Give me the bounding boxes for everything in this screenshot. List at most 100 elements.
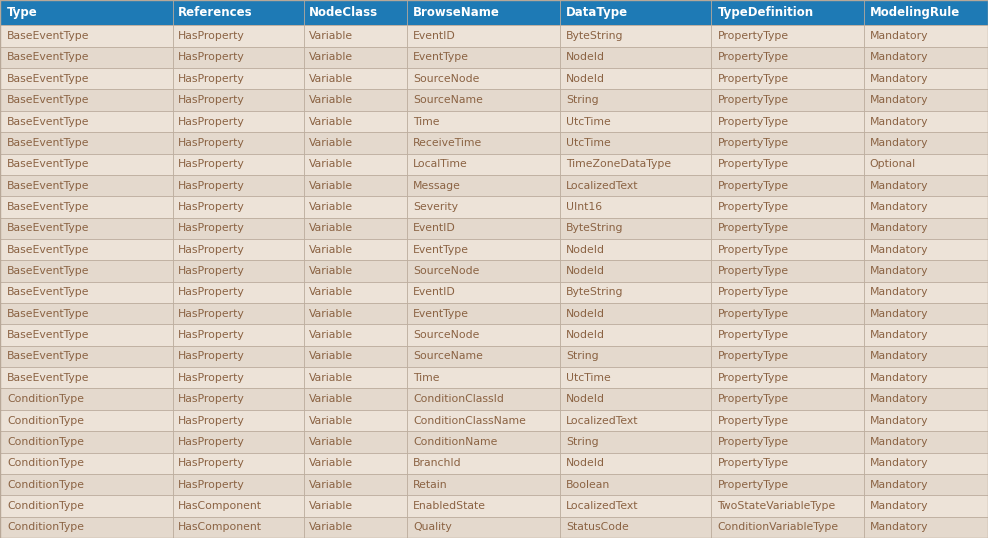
Bar bbox=[864, 324, 988, 346]
Bar bbox=[407, 47, 560, 68]
Bar bbox=[173, 217, 304, 239]
Bar bbox=[407, 0, 560, 25]
Bar bbox=[864, 452, 988, 474]
Bar bbox=[711, 68, 864, 89]
Bar bbox=[711, 153, 864, 175]
Text: PropertyType: PropertyType bbox=[717, 95, 788, 105]
Text: HasProperty: HasProperty bbox=[178, 52, 245, 62]
Text: HasProperty: HasProperty bbox=[178, 415, 245, 426]
Bar bbox=[173, 410, 304, 431]
Bar bbox=[0, 324, 173, 346]
Bar bbox=[0, 431, 173, 452]
Text: BaseEventType: BaseEventType bbox=[7, 330, 90, 340]
Bar bbox=[173, 175, 304, 196]
Bar bbox=[864, 239, 988, 260]
Text: UtcTime: UtcTime bbox=[566, 138, 611, 148]
Text: PropertyType: PropertyType bbox=[717, 245, 788, 254]
Bar bbox=[711, 431, 864, 452]
Bar bbox=[711, 516, 864, 538]
Bar bbox=[304, 431, 407, 452]
Bar bbox=[173, 239, 304, 260]
Text: PropertyType: PropertyType bbox=[717, 117, 788, 126]
Text: HasProperty: HasProperty bbox=[178, 223, 245, 233]
Bar bbox=[407, 175, 560, 196]
Text: BaseEventType: BaseEventType bbox=[7, 245, 90, 254]
Text: EventID: EventID bbox=[413, 31, 455, 41]
Text: SourceNode: SourceNode bbox=[413, 266, 479, 276]
Text: PropertyType: PropertyType bbox=[717, 202, 788, 212]
Text: ConditionClassName: ConditionClassName bbox=[413, 415, 526, 426]
Bar bbox=[711, 25, 864, 47]
Text: Variable: Variable bbox=[308, 501, 353, 511]
Text: HasProperty: HasProperty bbox=[178, 95, 245, 105]
Bar bbox=[864, 0, 988, 25]
Bar bbox=[407, 217, 560, 239]
Text: HasProperty: HasProperty bbox=[178, 394, 245, 404]
Text: ConditionClassId: ConditionClassId bbox=[413, 394, 504, 404]
Bar bbox=[304, 239, 407, 260]
Bar bbox=[407, 452, 560, 474]
Text: BaseEventType: BaseEventType bbox=[7, 74, 90, 84]
Bar bbox=[711, 217, 864, 239]
Text: PropertyType: PropertyType bbox=[717, 309, 788, 318]
Text: TimeZoneDataType: TimeZoneDataType bbox=[566, 159, 672, 169]
Bar bbox=[304, 260, 407, 282]
Bar bbox=[304, 68, 407, 89]
Bar bbox=[864, 25, 988, 47]
Bar bbox=[560, 303, 711, 324]
Text: BaseEventType: BaseEventType bbox=[7, 266, 90, 276]
Bar bbox=[304, 196, 407, 217]
Bar bbox=[304, 346, 407, 367]
Text: PropertyType: PropertyType bbox=[717, 437, 788, 447]
Bar bbox=[304, 282, 407, 303]
Text: BaseEventType: BaseEventType bbox=[7, 351, 90, 362]
Bar bbox=[560, 47, 711, 68]
Bar bbox=[560, 452, 711, 474]
Bar bbox=[560, 324, 711, 346]
Text: PropertyType: PropertyType bbox=[717, 223, 788, 233]
Text: NodeId: NodeId bbox=[566, 245, 606, 254]
Text: UtcTime: UtcTime bbox=[566, 373, 611, 383]
Text: HasComponent: HasComponent bbox=[178, 501, 262, 511]
Bar bbox=[0, 260, 173, 282]
Bar bbox=[407, 153, 560, 175]
Text: NodeId: NodeId bbox=[566, 458, 606, 468]
Text: Variable: Variable bbox=[308, 309, 353, 318]
Text: Variable: Variable bbox=[308, 458, 353, 468]
Text: PropertyType: PropertyType bbox=[717, 351, 788, 362]
Bar bbox=[173, 111, 304, 132]
Text: Time: Time bbox=[413, 373, 440, 383]
Bar bbox=[0, 89, 173, 111]
Bar bbox=[0, 388, 173, 410]
Bar bbox=[407, 303, 560, 324]
Text: ByteString: ByteString bbox=[566, 223, 623, 233]
Text: PropertyType: PropertyType bbox=[717, 415, 788, 426]
Bar bbox=[0, 111, 173, 132]
Text: PropertyType: PropertyType bbox=[717, 52, 788, 62]
Text: HasProperty: HasProperty bbox=[178, 330, 245, 340]
Text: NodeId: NodeId bbox=[566, 309, 606, 318]
Bar bbox=[304, 452, 407, 474]
Bar bbox=[864, 132, 988, 153]
Bar bbox=[864, 175, 988, 196]
Bar bbox=[407, 431, 560, 452]
Text: Variable: Variable bbox=[308, 223, 353, 233]
Bar bbox=[407, 196, 560, 217]
Bar bbox=[864, 367, 988, 388]
Bar bbox=[864, 47, 988, 68]
Text: Variable: Variable bbox=[308, 117, 353, 126]
Text: NodeId: NodeId bbox=[566, 394, 606, 404]
Bar bbox=[0, 132, 173, 153]
Bar bbox=[711, 89, 864, 111]
Text: Variable: Variable bbox=[308, 181, 353, 190]
Text: Variable: Variable bbox=[308, 31, 353, 41]
Text: UInt16: UInt16 bbox=[566, 202, 603, 212]
Bar bbox=[560, 239, 711, 260]
Text: PropertyType: PropertyType bbox=[717, 373, 788, 383]
Bar bbox=[304, 324, 407, 346]
Bar bbox=[173, 196, 304, 217]
Text: HasProperty: HasProperty bbox=[178, 181, 245, 190]
Text: Mandatory: Mandatory bbox=[869, 52, 928, 62]
Bar bbox=[407, 111, 560, 132]
Bar bbox=[864, 111, 988, 132]
